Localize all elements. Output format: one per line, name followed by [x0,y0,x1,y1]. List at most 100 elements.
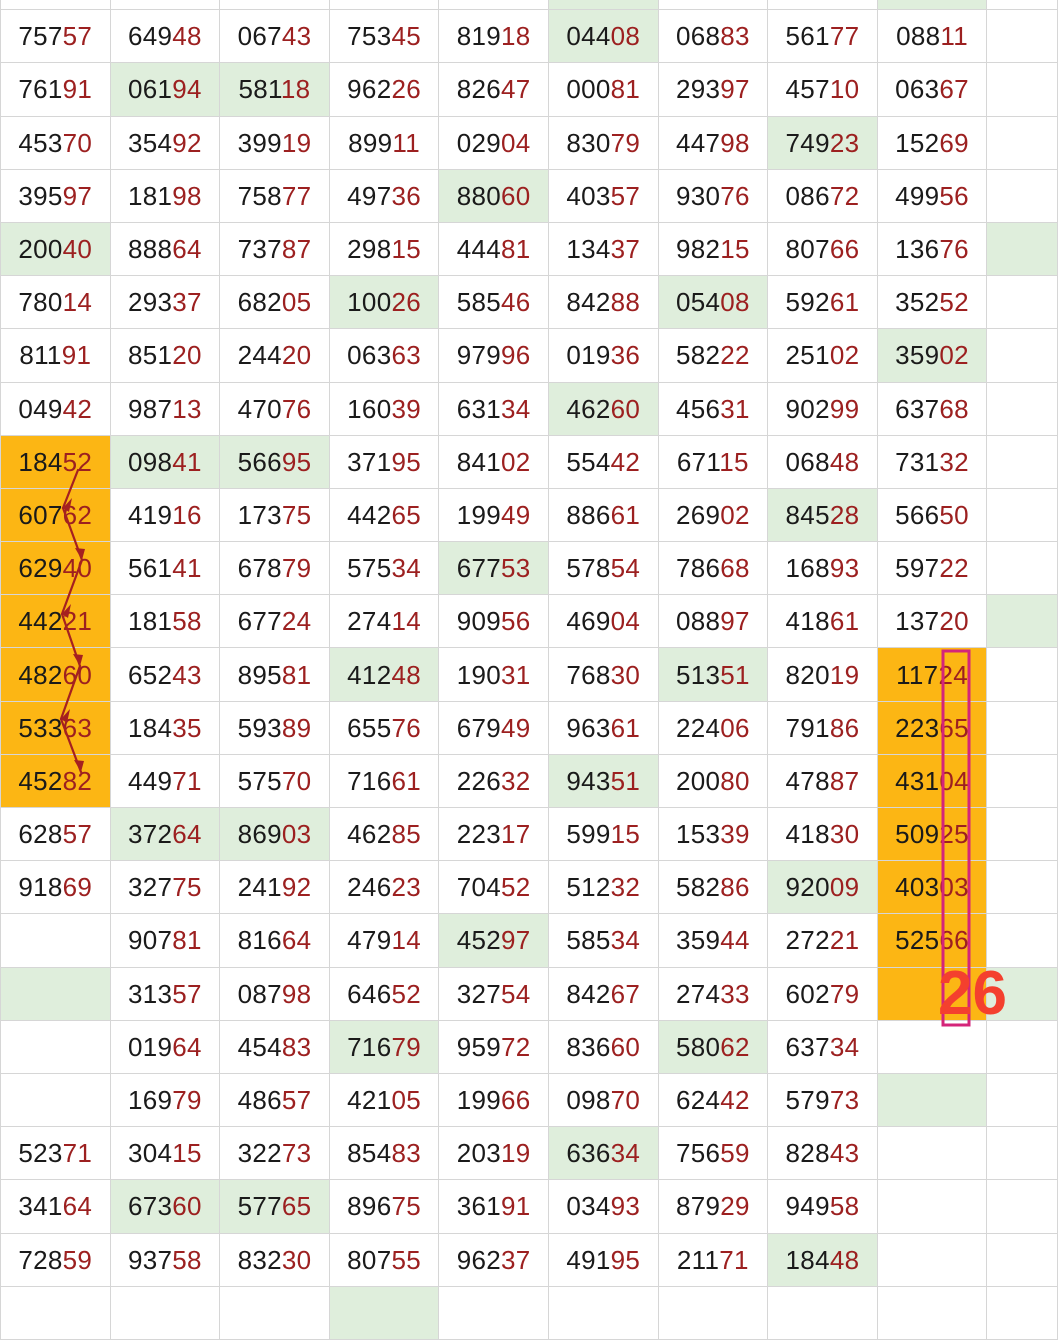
grid-cell[interactable]: 41830 [767,806,878,862]
grid-cell[interactable]: 81664 [219,913,330,968]
grid-cell[interactable]: 31357 [109,966,221,1021]
grid-cell[interactable]: 76191 [0,62,111,117]
table-row[interactable]: 44221 18158 67724 27414 90956 46904 08897 41861… [0,594,1058,649]
grid-cell[interactable] [986,1285,1058,1340]
grid-cell[interactable] [767,1285,878,1340]
grid-cell[interactable]: 82019 [767,647,878,702]
grid-cell[interactable]: 05408 [657,275,769,330]
grid-cell[interactable]: 46260 [547,381,659,436]
grid-cell[interactable] [328,1285,440,1340]
grid-cell[interactable]: 46285 [328,806,440,862]
grid-cell[interactable]: 45282 [0,753,111,809]
grid-cell[interactable]: 18198 [109,168,221,223]
grid-cell[interactable] [986,1232,1058,1287]
grid-cell[interactable]: 06883 [657,9,769,64]
grid-cell[interactable]: 75659 [657,1126,769,1181]
grid-cell[interactable] [986,860,1058,915]
grid-cell[interactable] [547,0,659,11]
grid-cell[interactable]: 58222 [657,328,769,383]
grid-cell[interactable]: 22406 [657,700,769,755]
grid-cell[interactable]: 22317 [438,806,549,862]
grid-cell[interactable]: 13437 [547,221,659,277]
grid-cell[interactable]: 94958 [767,1179,878,1234]
table-row[interactable]: 53363 18435 59389 65576 67949 96361 22406 79186… [0,700,1058,755]
table-row[interactable]: 62940 56141 67879 57534 67753 57854 78668 16893… [0,541,1058,596]
grid-cell[interactable]: 06363 [328,328,440,383]
grid-cell[interactable]: 62940 [0,541,111,596]
grid-cell[interactable]: 63134 [438,381,549,436]
grid-cell[interactable]: 47887 [767,753,878,809]
grid-cell[interactable]: 11724 [876,647,988,702]
grid-cell[interactable] [876,1179,988,1234]
grid-cell[interactable]: 65243 [109,647,221,702]
grid-cell[interactable] [0,913,111,968]
table-row[interactable]: 91869 32775 24192 24623 70452 51232 58286 92009… [0,860,1058,915]
grid-cell[interactable]: 16979 [109,1072,221,1128]
grid-cell[interactable]: 95972 [438,1019,549,1074]
grid-cell[interactable]: 52371 [0,1126,111,1181]
grid-cell[interactable]: 97996 [438,328,549,383]
table-row[interactable]: 62857 37264 86903 46285 22317 59915 15339 41830… [0,806,1058,862]
grid-cell[interactable]: 58534 [547,913,659,968]
grid-cell[interactable] [986,487,1058,543]
grid-cell[interactable]: 56650 [876,487,988,543]
grid-cell[interactable] [986,9,1058,64]
grid-cell[interactable]: 06367 [876,62,988,117]
grid-cell[interactable]: 59722 [876,541,988,596]
table-row[interactable]: 78014 29337 68205 10026 58546 84288 05408 59261… [0,275,1058,330]
grid-cell[interactable]: 67949 [438,700,549,755]
table-row[interactable]: 60762 41916 17375 44265 19949 88661 26902 84528… [0,487,1058,543]
grid-cell[interactable]: 87929 [657,1179,769,1234]
grid-cell[interactable] [986,115,1058,170]
grid-cell[interactable]: 03493 [547,1179,659,1234]
grid-cell[interactable]: 52566 [876,913,988,968]
grid-cell[interactable]: 56141 [109,541,221,596]
table-row[interactable]: 45370 35492 39919 89911 02904 83079 44798 74923… [0,115,1058,170]
grid-cell[interactable]: 62857 [0,806,111,862]
table-row[interactable]: 75757 64948 06743 75345 81918 04408 06883 56177… [0,9,1058,64]
grid-cell[interactable]: 89675 [328,1179,440,1234]
grid-cell[interactable]: 00081 [547,62,659,117]
grid-cell[interactable]: 15339 [657,806,769,862]
grid-cell[interactable] [986,221,1058,277]
grid-cell[interactable]: 08672 [767,168,878,223]
grid-cell[interactable]: 19949 [438,487,549,543]
grid-cell[interactable] [986,1019,1058,1074]
grid-cell[interactable]: 75757 [0,9,111,64]
grid-cell[interactable] [876,1285,988,1340]
grid-cell[interactable]: 49195 [547,1232,659,1287]
grid-cell[interactable]: 93758 [109,1232,221,1287]
grid-cell[interactable]: 44265 [328,487,440,543]
grid-cell[interactable]: 83230 [219,1232,330,1287]
grid-cell[interactable]: 35944 [657,913,769,968]
table-row[interactable]: 01964 45483 71679 95972 83660 58062 63734 [0,1019,1058,1074]
grid-cell[interactable]: 85483 [328,1126,440,1181]
grid-cell[interactable] [986,168,1058,223]
grid-cell[interactable]: 45297 [438,913,549,968]
grid-cell[interactable]: 56177 [767,9,878,64]
grid-cell[interactable] [876,1019,988,1074]
grid-cell[interactable] [876,1126,988,1181]
grid-cell[interactable]: 64652 [328,966,440,1021]
grid-cell[interactable]: 40357 [547,168,659,223]
grid-cell[interactable]: 57765 [219,1179,330,1234]
grid-cell[interactable]: 45370 [0,115,111,170]
grid-cell[interactable]: 96237 [438,1232,549,1287]
grid-cell[interactable]: 46904 [547,594,659,649]
grid-cell[interactable]: 91869 [0,860,111,915]
grid-cell[interactable] [986,1179,1058,1234]
grid-cell[interactable]: 63634 [547,1126,659,1181]
grid-cell[interactable]: 47914 [328,913,440,968]
grid-cell[interactable]: 76830 [547,647,659,702]
grid-cell[interactable]: 17375 [219,487,330,543]
table-row[interactable]: 16979 48657 42105 19966 09870 62442 57973 [0,1072,1058,1128]
grid-cell[interactable]: 59915 [547,806,659,862]
grid-cell[interactable]: 75345 [328,9,440,64]
grid-cell[interactable]: 57973 [767,1072,878,1128]
grid-cell[interactable]: 29337 [109,275,221,330]
grid-cell[interactable]: 79186 [767,700,878,755]
grid-cell[interactable] [986,594,1058,649]
grid-cell[interactable]: 18158 [109,594,221,649]
grid-cell[interactable] [986,1072,1058,1128]
grid-cell[interactable] [876,966,988,1021]
